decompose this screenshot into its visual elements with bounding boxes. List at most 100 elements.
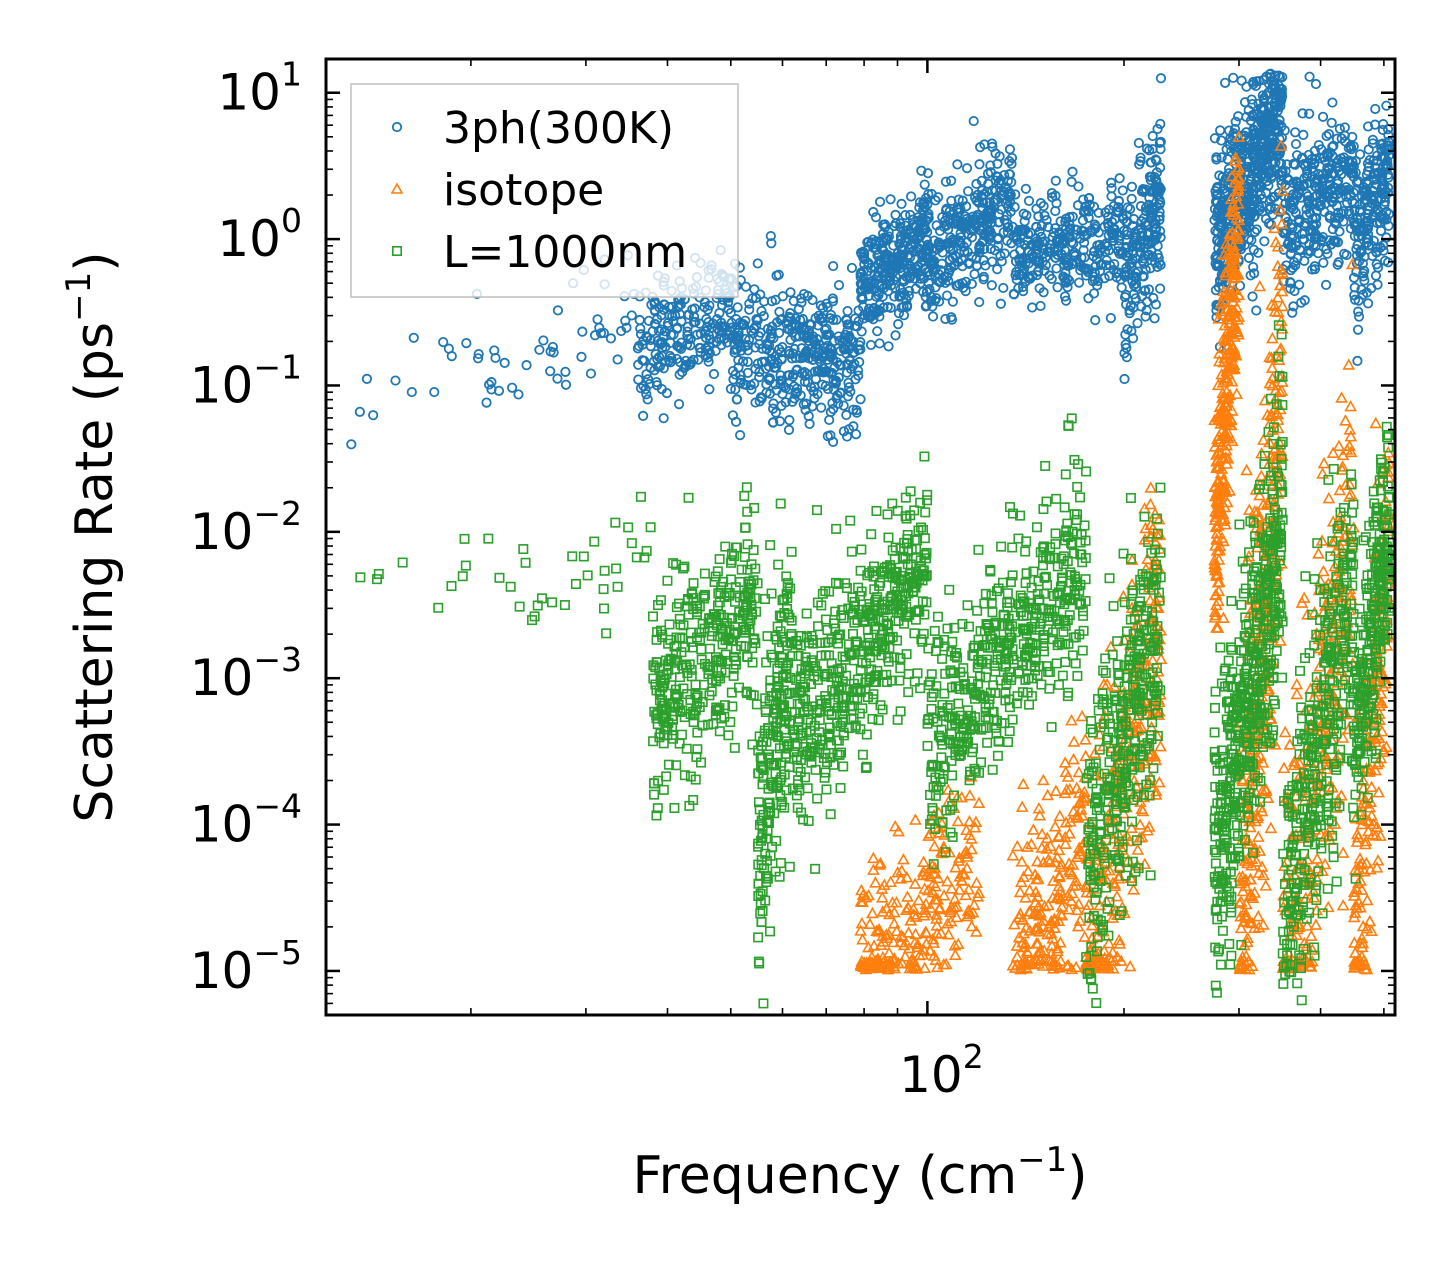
data-point bbox=[974, 296, 985, 308]
data-point bbox=[637, 339, 648, 350]
data-point bbox=[1275, 217, 1289, 229]
data-point bbox=[728, 374, 739, 385]
data-point bbox=[1016, 777, 1030, 790]
data-point bbox=[898, 310, 910, 321]
data-point bbox=[1336, 898, 1350, 911]
data-point bbox=[674, 357, 686, 368]
data-point bbox=[1339, 122, 1350, 133]
data-point bbox=[521, 360, 532, 371]
data-point bbox=[1126, 181, 1138, 192]
data-point bbox=[995, 298, 1006, 309]
data-point bbox=[621, 322, 632, 333]
data-point bbox=[828, 314, 839, 326]
data-point bbox=[790, 387, 801, 399]
data-point bbox=[846, 262, 858, 274]
data-point bbox=[560, 379, 572, 390]
data-point bbox=[652, 335, 663, 346]
data-point bbox=[816, 402, 827, 413]
data-point bbox=[683, 333, 694, 345]
data-point bbox=[658, 413, 669, 424]
data-point bbox=[481, 397, 492, 408]
data-point bbox=[1053, 869, 1066, 881]
data-point bbox=[1352, 324, 1364, 335]
data-point bbox=[1147, 130, 1158, 142]
data-point bbox=[1370, 103, 1381, 115]
data-point bbox=[560, 366, 571, 377]
data-point bbox=[820, 380, 831, 392]
data-point bbox=[518, 544, 529, 555]
data-point bbox=[822, 431, 833, 442]
data-point bbox=[986, 280, 997, 291]
data-point bbox=[1015, 855, 1029, 867]
data-point bbox=[1344, 399, 1357, 412]
data-point bbox=[406, 386, 417, 398]
data-point bbox=[927, 311, 939, 322]
data-point bbox=[949, 861, 962, 873]
data-point bbox=[576, 351, 587, 362]
data-point bbox=[772, 357, 783, 369]
data-point bbox=[1132, 318, 1143, 329]
data-point bbox=[1290, 127, 1301, 138]
data-point bbox=[874, 196, 886, 207]
data-point bbox=[644, 378, 655, 390]
data-point bbox=[1259, 236, 1270, 247]
data-point bbox=[642, 374, 654, 385]
data-point bbox=[361, 373, 373, 384]
data-point bbox=[1316, 467, 1329, 479]
data-point bbox=[835, 345, 846, 357]
data-point bbox=[1071, 919, 1085, 932]
data-point bbox=[825, 309, 837, 320]
data-point bbox=[768, 398, 779, 409]
data-point bbox=[756, 356, 768, 368]
data-point bbox=[567, 551, 578, 562]
data-point bbox=[853, 316, 864, 327]
data-point bbox=[770, 407, 782, 418]
data-point bbox=[807, 354, 818, 366]
data-point bbox=[649, 306, 661, 317]
data-point bbox=[599, 565, 610, 576]
data-point bbox=[751, 320, 762, 331]
data-point bbox=[1220, 77, 1231, 88]
data-point bbox=[845, 334, 856, 345]
data-point bbox=[1027, 823, 1040, 835]
data-point bbox=[1290, 687, 1304, 700]
data-point bbox=[968, 115, 979, 127]
data-point bbox=[1075, 709, 1089, 722]
data-point bbox=[946, 175, 957, 186]
data-point bbox=[842, 391, 854, 402]
data-point bbox=[804, 329, 815, 340]
data-point bbox=[1006, 849, 1020, 861]
data-point bbox=[893, 319, 904, 330]
data-point bbox=[1141, 143, 1153, 154]
data-point bbox=[669, 802, 680, 813]
data-point bbox=[833, 279, 845, 291]
data-point bbox=[890, 209, 901, 220]
data-point bbox=[796, 343, 807, 354]
data-point bbox=[695, 343, 706, 354]
data-point bbox=[461, 337, 472, 349]
data-point bbox=[785, 287, 796, 298]
data-point bbox=[641, 331, 652, 342]
data-point bbox=[1310, 78, 1322, 90]
data-point bbox=[928, 839, 941, 852]
data-point bbox=[690, 679, 701, 690]
data-point bbox=[654, 351, 665, 363]
data-point bbox=[951, 814, 965, 827]
data-point bbox=[507, 382, 518, 393]
data-point bbox=[714, 554, 725, 565]
data-point bbox=[1247, 291, 1258, 302]
data-point bbox=[826, 348, 837, 360]
data-point bbox=[714, 307, 725, 319]
data-point bbox=[664, 355, 675, 366]
data-point bbox=[1105, 312, 1116, 324]
data-point bbox=[736, 564, 747, 575]
data-point bbox=[756, 305, 767, 317]
data-point bbox=[733, 355, 744, 366]
data-point bbox=[688, 317, 699, 328]
data-point bbox=[912, 893, 926, 906]
data-point bbox=[1264, 821, 1278, 834]
data-point bbox=[798, 399, 809, 410]
data-point bbox=[974, 159, 985, 170]
data-point bbox=[1259, 879, 1273, 891]
data-point bbox=[765, 325, 777, 336]
